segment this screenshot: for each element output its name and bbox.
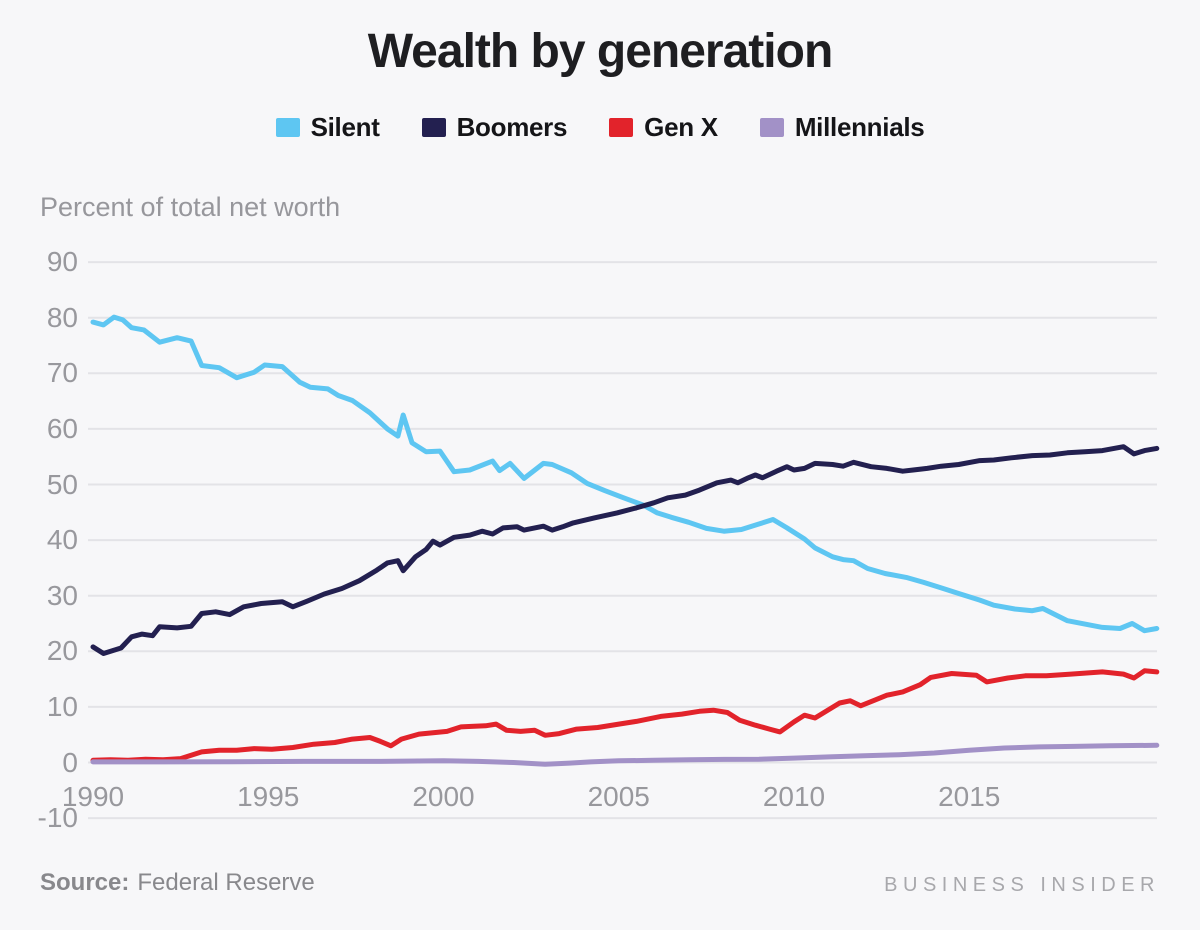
y-tick-label: -10 [37,802,78,834]
y-tick-label: 50 [46,468,78,500]
x-tick-label: 2005 [587,781,650,812]
x-tick-label: 2010 [762,781,826,812]
legend-swatch-icon [759,118,784,137]
y-tick-label: 30 [46,579,78,611]
y-tick-label: 80 [46,301,78,333]
x-tick-label: 1990 [61,781,125,812]
chart-title: Wealth by generation [367,25,834,78]
y-tick-label: 40 [46,524,78,556]
source-note: Source: Federal Reserve [40,869,315,897]
legend-swatch-icon [609,118,634,137]
source-prefix: Source: [40,869,130,896]
x-tick-label: 2000 [412,781,475,812]
series-line-gen-x [90,668,1160,763]
y-tick-label: 10 [46,690,78,722]
y-tick-label: 70 [46,357,78,389]
legend-item-boomers: Boomers [421,112,568,143]
legend-label: Silent [310,112,380,142]
legend-item-silent: Silent [275,112,380,143]
series-line-boomers [90,444,1160,656]
brand-logo: BUSINESS INSIDER [884,874,1160,896]
y-tick-label: 0 [62,746,78,778]
legend-item-gen-x: Gen X [609,112,718,143]
y-axis-title: Percent of total net worth [40,192,341,222]
series-line-silent [90,314,1160,634]
legend: Silent Boomers Gen X Millennials [0,112,1200,143]
y-tick-label: 20 [46,635,78,667]
legend-label: Millennials [794,112,925,142]
legend-label: Gen X [644,112,718,142]
legend-swatch-icon [275,118,300,137]
y-tick-label: 90 [46,246,78,278]
legend-label: Boomers [456,112,568,142]
source-value: Federal Reserve [137,869,315,896]
x-tick-label: 2015 [938,781,1001,812]
legend-swatch-icon [421,118,446,137]
x-tick-label: 1995 [237,781,300,812]
y-tick-label: 60 [46,412,78,444]
series-line-millennials [90,742,1160,767]
legend-item-millennials: Millennials [759,112,925,143]
